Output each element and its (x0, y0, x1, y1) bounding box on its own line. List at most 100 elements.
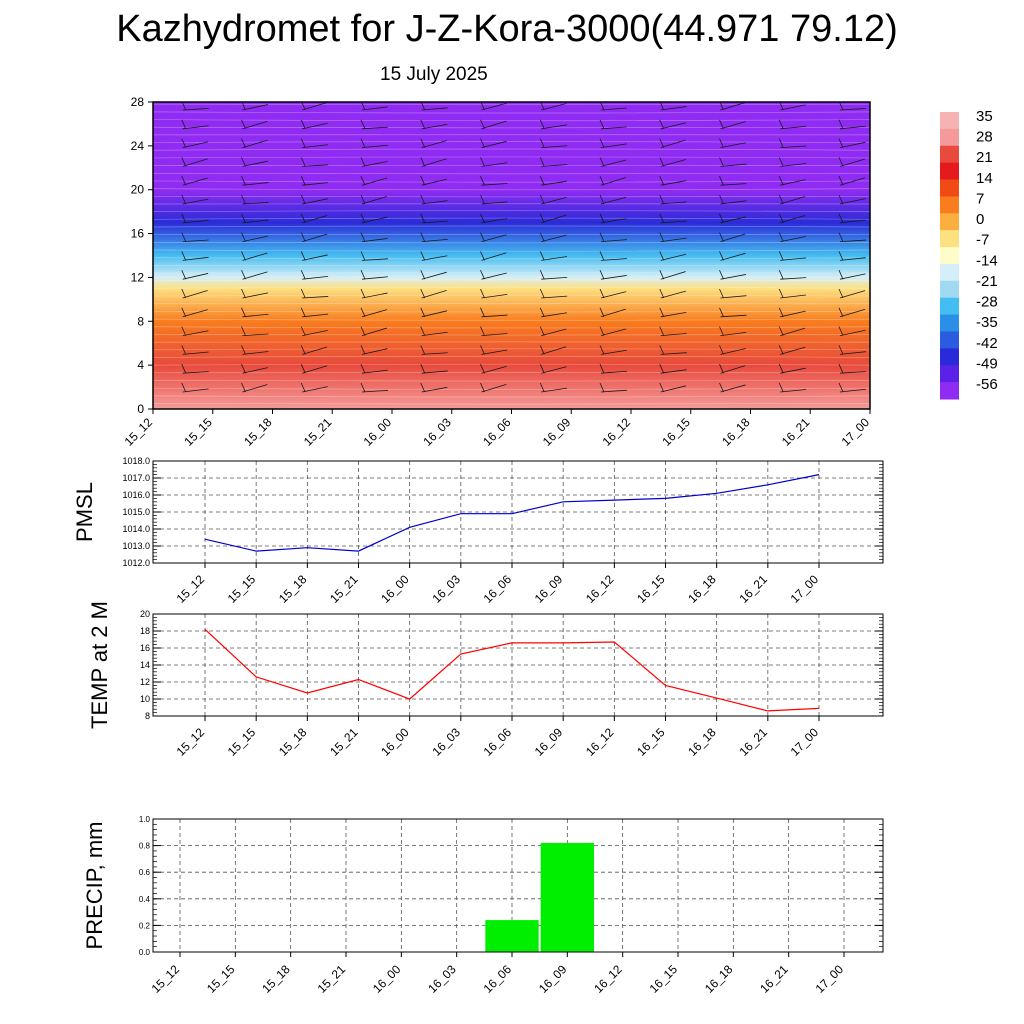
wind-barb (541, 234, 567, 242)
wind-barb-flag (539, 232, 545, 242)
wind-barb-flag (599, 213, 605, 223)
wind-barb-flag (181, 345, 187, 355)
wind-barb (720, 233, 746, 242)
wind-barb (600, 159, 627, 167)
wind-barb-flag (122, 139, 126, 148)
wind-barb (361, 238, 388, 242)
wind-barb-flag (778, 232, 784, 242)
wind-barb-flag (241, 194, 246, 205)
wind-barb (361, 106, 388, 111)
wind-barb (720, 142, 747, 148)
wind-barb-flag (838, 345, 844, 355)
wind-barb (421, 107, 448, 111)
wind-barb-flag (420, 288, 426, 299)
wind-barb-flag (122, 383, 126, 392)
precip-bar (485, 920, 539, 952)
panel-frame (152, 460, 884, 564)
wind-barb (182, 388, 209, 393)
wind-barb (780, 236, 806, 242)
contour-line (153, 355, 870, 358)
wind-barb-flag (300, 288, 306, 299)
contour-line (153, 195, 870, 198)
wind-barb-flag (360, 364, 366, 374)
wind-barb (720, 183, 747, 186)
colorbar-label: -28 (976, 294, 998, 311)
wind-barb (481, 218, 508, 224)
wind-barb (182, 219, 209, 224)
wind-barb-flag (778, 138, 784, 148)
wind-barb (242, 182, 269, 186)
x-tick-label: 16_18 (685, 725, 719, 759)
wind-barb (541, 276, 568, 280)
wind-barb (600, 275, 627, 280)
wind-barb (541, 180, 567, 186)
wind-barb-flag (122, 251, 126, 260)
wind-barb (780, 215, 806, 224)
colorbar-swatch (940, 112, 959, 130)
wind-barb (600, 291, 627, 299)
wind-barb (421, 238, 448, 242)
wind-barb (720, 102, 746, 111)
heatmap-x-tick-label: 16_18 (719, 415, 753, 449)
wind-barb-flag (539, 307, 545, 317)
wind-barb (481, 252, 507, 261)
y-tick-label: 1018.0 (122, 456, 150, 466)
wind-barb (720, 200, 747, 205)
temperature-panel: 8 10 12 14 16 18 20 15_12 15_15 15_18 15_21 16_00 16… (87, 601, 884, 759)
wind-barb-flag (719, 345, 724, 355)
wind-barb (541, 124, 568, 130)
contour-line (153, 188, 870, 191)
wind-barb-flag (122, 233, 126, 242)
y-tick-label: 14 (140, 660, 150, 670)
y-tick-label: 1014.0 (122, 524, 150, 534)
wind-barb (302, 182, 329, 186)
colorbar-swatch (940, 162, 959, 181)
wind-barb (123, 390, 149, 392)
wind-barb-flag (420, 138, 426, 148)
contour-line (153, 180, 870, 183)
heatmap-field (153, 102, 870, 409)
wind-barb (720, 384, 746, 393)
wind-barb-flag (300, 119, 306, 129)
wind-barb (123, 196, 148, 204)
contour-line (153, 225, 870, 228)
wind-barb (302, 198, 328, 205)
wind-barb-flag (241, 176, 246, 186)
wind-barb (421, 370, 448, 374)
wind-barb-flag (599, 326, 605, 336)
wind-barb (182, 273, 209, 280)
colorbar-label: 14 (976, 170, 993, 187)
contour-line (153, 249, 870, 252)
contour-line (153, 148, 870, 151)
wind-barb (600, 349, 627, 355)
contour-line (153, 119, 870, 122)
contour-line (153, 403, 870, 405)
wind-barb (182, 371, 209, 374)
wind-barb (541, 312, 567, 318)
wind-barb (780, 125, 807, 130)
wind-barb (123, 258, 149, 260)
colorbar-label: 0 (976, 211, 984, 228)
wind-barb-flag (480, 119, 485, 129)
wind-barb-flag (719, 157, 724, 167)
contour-line (153, 318, 870, 321)
heatmap-x-tick-label: 16_06 (480, 415, 514, 449)
wind-barb (302, 346, 328, 355)
x-tick-label: 16_09 (532, 572, 566, 606)
wind-barb-flag (539, 213, 545, 223)
wind-barb (541, 328, 567, 336)
wind-barb (421, 140, 447, 148)
wind-barb (720, 274, 747, 280)
wind-barb-flag (420, 213, 426, 223)
contour-line (153, 311, 870, 313)
wind-barb (361, 369, 388, 374)
wind-barb (481, 349, 508, 355)
colorbar-label: -42 (976, 335, 998, 352)
wind-barb-flag (241, 138, 246, 148)
wind-barb-flag (719, 270, 724, 280)
wind-barb-flag (360, 251, 366, 261)
colorbar-label: 7 (976, 190, 984, 207)
contour-line (153, 241, 870, 244)
wind-barb-flag (539, 138, 545, 148)
y-tick-label: 1012.0 (122, 558, 150, 568)
